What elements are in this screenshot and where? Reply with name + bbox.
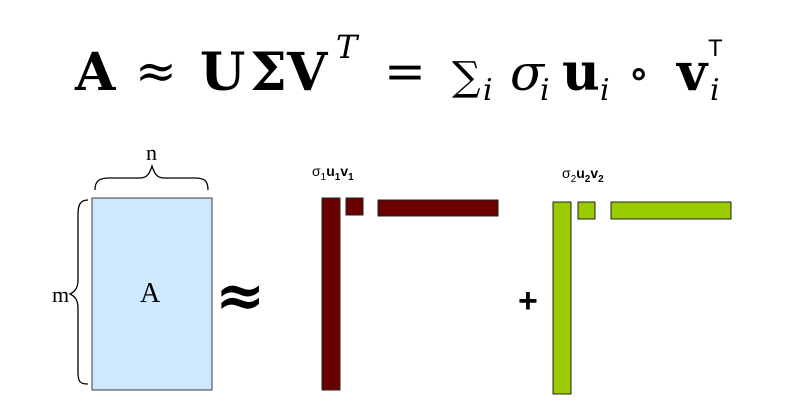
- eq-v-sub: i: [710, 73, 720, 108]
- component-1-label: σ1u1v1: [312, 163, 354, 183]
- eq-u-sub: i: [600, 73, 610, 108]
- eq-V: V: [286, 42, 329, 103]
- component-2-label: σ2u2v2: [562, 165, 604, 185]
- matrix-A: A n m: [52, 140, 213, 391]
- eq-A: A: [74, 42, 116, 103]
- component-1: σ1u1v1: [312, 163, 499, 391]
- eq-U: U: [200, 42, 245, 103]
- cols-label: n: [146, 140, 157, 165]
- eq-circ: ∘: [628, 48, 650, 99]
- cols-brace: [94, 163, 209, 191]
- equation: A ≈ U Σ V T = ∑ i σ i u i ∘ v T i: [74, 28, 723, 108]
- component-2: σ2u2v2: [552, 165, 732, 395]
- eq-sum: ∑: [452, 54, 481, 100]
- component-2-u-bar: [552, 201, 572, 395]
- rows-label: m: [52, 282, 69, 307]
- eq-sup-T: T: [336, 28, 360, 66]
- matrix-label: A: [140, 278, 161, 309]
- eq-v-sup: T: [708, 35, 723, 62]
- approx-symbol: ≈: [215, 261, 265, 331]
- eq-u: u: [562, 42, 600, 103]
- component-1-u-bar: [321, 197, 341, 391]
- eq-approx: ≈: [135, 42, 177, 100]
- matrix-rect: [91, 197, 213, 391]
- eq-Sigma: Σ: [250, 42, 287, 103]
- eq-equals: =: [384, 42, 426, 100]
- component-2-sigma-square: [577, 201, 596, 220]
- component-1-sigma-square: [345, 197, 364, 216]
- eq-sigma: σ: [510, 44, 546, 102]
- component-1-v-bar: [377, 199, 499, 217]
- eq-v: v: [676, 42, 709, 103]
- rows-brace: [68, 199, 89, 385]
- plus-symbol: +: [518, 282, 538, 320]
- component-2-v-bar: [610, 201, 732, 220]
- eq-sum-sub: i: [483, 73, 493, 108]
- eq-sigma-sub: i: [540, 73, 550, 108]
